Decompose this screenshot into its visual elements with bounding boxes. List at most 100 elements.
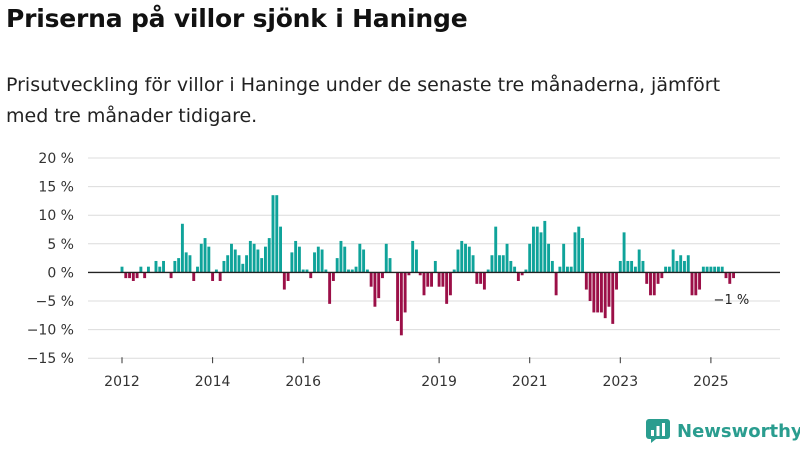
x-tick-label: 2025 bbox=[693, 374, 729, 390]
bar bbox=[732, 272, 735, 279]
bar bbox=[350, 269, 354, 273]
bar bbox=[305, 269, 309, 273]
bar bbox=[354, 266, 358, 273]
bar bbox=[316, 246, 320, 273]
bar bbox=[245, 255, 249, 273]
bar bbox=[717, 266, 720, 273]
bar bbox=[671, 249, 675, 273]
bar bbox=[154, 260, 158, 273]
page-title: Priserna på villor sjönk i Haninge bbox=[6, 4, 468, 33]
x-tick-label: 2012 bbox=[104, 374, 140, 390]
bar bbox=[664, 266, 668, 273]
bar bbox=[713, 266, 717, 273]
bar bbox=[146, 266, 150, 273]
y-axis: −15 % −10 % −5 % 0 % 5 % 10 % 15 % 20 % bbox=[27, 151, 74, 367]
bar bbox=[324, 269, 328, 273]
bar bbox=[237, 255, 241, 273]
bar bbox=[709, 266, 713, 273]
bar bbox=[520, 272, 524, 276]
x-tick-label: 2016 bbox=[285, 374, 321, 390]
bar bbox=[482, 272, 486, 290]
bar bbox=[611, 272, 615, 324]
bar bbox=[407, 272, 411, 276]
bar bbox=[230, 243, 233, 273]
bar bbox=[547, 243, 551, 273]
bar bbox=[226, 255, 230, 273]
bar bbox=[301, 269, 305, 273]
bar bbox=[460, 240, 464, 273]
bar bbox=[282, 272, 286, 290]
bar bbox=[679, 255, 683, 273]
bar bbox=[456, 249, 460, 273]
bar bbox=[562, 243, 566, 273]
bar-chart: −15 %−10 %−5 %0 %5 %10 %15 %20 % 2012 201… bbox=[27, 151, 780, 390]
bar bbox=[365, 269, 369, 273]
brand-name: Newsworthy bbox=[677, 420, 800, 442]
bar bbox=[309, 272, 313, 279]
bar bbox=[313, 252, 316, 273]
bar bbox=[377, 272, 381, 299]
bar bbox=[120, 266, 124, 273]
grid-lines bbox=[88, 157, 780, 359]
bar bbox=[297, 246, 301, 273]
newsworthy-logo: Newsworthy bbox=[645, 418, 800, 444]
bar bbox=[509, 260, 513, 273]
bar bbox=[177, 258, 181, 273]
y-tick-label: 20 % bbox=[38, 151, 74, 167]
bar bbox=[222, 260, 226, 273]
bar bbox=[592, 272, 596, 313]
bar bbox=[418, 272, 422, 276]
bar bbox=[384, 243, 388, 273]
bar bbox=[139, 266, 143, 273]
bar bbox=[649, 272, 652, 296]
bar bbox=[698, 272, 702, 290]
bar bbox=[724, 272, 728, 279]
bar bbox=[558, 266, 562, 273]
bar bbox=[615, 272, 618, 290]
bar bbox=[528, 243, 532, 273]
bar bbox=[498, 255, 501, 273]
annotation-group: −1 % bbox=[714, 293, 750, 308]
bar bbox=[403, 272, 407, 313]
bar bbox=[637, 249, 641, 273]
bar bbox=[286, 272, 290, 281]
bar bbox=[173, 260, 177, 273]
bar bbox=[633, 266, 637, 273]
bar bbox=[569, 266, 573, 273]
bar bbox=[596, 272, 600, 313]
bar bbox=[241, 263, 245, 273]
bar bbox=[539, 232, 543, 273]
bar bbox=[343, 246, 347, 273]
bar bbox=[411, 240, 415, 273]
x-tick-label: 2021 bbox=[512, 374, 548, 390]
bar bbox=[441, 272, 445, 287]
last-value-annotation: −1 % bbox=[714, 293, 750, 308]
bar bbox=[471, 255, 475, 273]
bar bbox=[550, 260, 554, 273]
bar bbox=[437, 272, 441, 287]
bar bbox=[162, 260, 165, 273]
bar bbox=[264, 246, 267, 273]
bar bbox=[248, 240, 252, 273]
bar bbox=[505, 243, 509, 273]
bar bbox=[554, 272, 558, 296]
bar bbox=[381, 272, 384, 279]
bar bbox=[211, 272, 215, 281]
bar bbox=[188, 255, 192, 273]
bar bbox=[475, 272, 479, 284]
bar bbox=[233, 249, 237, 273]
bar bbox=[192, 272, 196, 281]
bar bbox=[599, 272, 603, 313]
bar bbox=[656, 272, 660, 284]
bar bbox=[196, 266, 199, 273]
bar bbox=[641, 260, 645, 273]
bar bbox=[630, 260, 634, 273]
bar bbox=[169, 272, 173, 279]
bar bbox=[347, 269, 350, 273]
bar bbox=[415, 249, 418, 273]
bar bbox=[433, 260, 437, 273]
bar bbox=[124, 272, 128, 279]
bar bbox=[581, 238, 584, 273]
bar bbox=[675, 260, 679, 273]
bar bbox=[369, 272, 373, 287]
